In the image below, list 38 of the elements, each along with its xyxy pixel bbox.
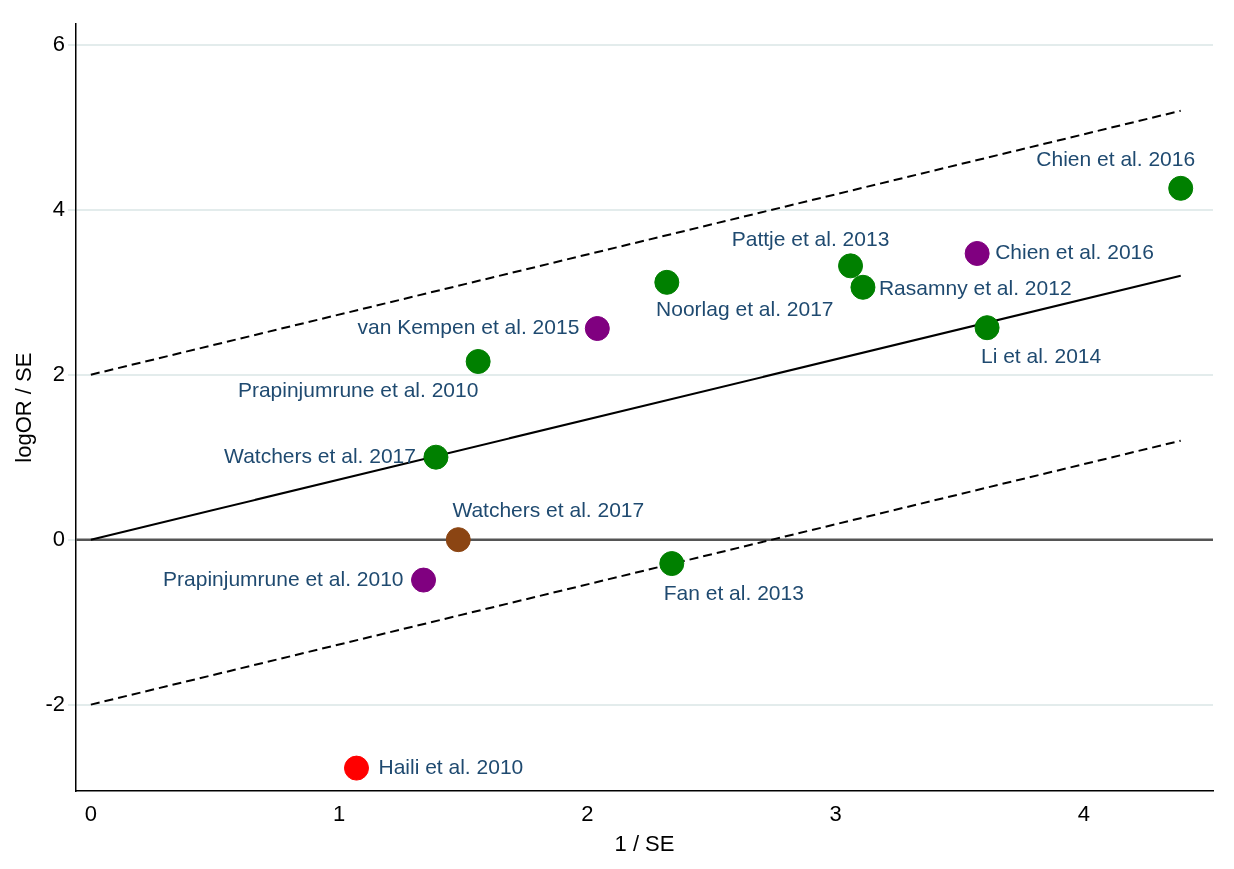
annotation: Pattje et al. 2013 [731,226,890,250]
annotation: Prapinjumrune et al. 2010 [163,566,404,590]
annotation: Fan et al. 2013 [663,581,804,605]
y-tick-label: -2 [45,690,65,716]
annotation: Watchers et al. 2017 [452,498,645,522]
point [465,349,491,375]
point [964,240,990,266]
annotation: Chien et al. 2016 [1036,147,1196,171]
point [838,253,864,279]
point [850,274,876,300]
point [1168,175,1194,201]
point [423,444,449,470]
point [411,567,437,593]
annotation: Li et al. 2014 [980,344,1102,368]
y-axis-title: logOR / SE [11,352,37,463]
annotation: Noorlag et al. 2017 [656,297,834,321]
point [659,551,685,577]
point [974,315,1000,341]
x-tick-label: 4 [1077,801,1091,827]
y-tick-label: 6 [52,30,65,56]
annotation: Rasamny et al. 2012 [878,276,1072,300]
annotation: Chien et al. 2016 [995,240,1154,264]
point [445,527,471,553]
point [344,755,369,781]
x-tick-label: 1 [332,801,346,827]
annotation: van Kempen et al. 2015 [357,315,580,339]
y-tick-label: 0 [52,525,65,551]
point [654,269,680,295]
point [584,316,610,342]
annotation: Watchers et al. 2017 [224,443,416,467]
x-tick-label: 3 [829,801,842,827]
annotation: Haili et al. 2010 [378,754,524,778]
y-tick-label: 2 [52,360,65,386]
x-tick-label: 2 [581,801,594,827]
annotation: Prapinjumrune et al. 2010 [237,378,479,402]
y-tick-label: 4 [52,195,65,221]
x-tick-label: 0 [84,801,97,827]
x-axis-title: 1 / SE [614,830,675,856]
